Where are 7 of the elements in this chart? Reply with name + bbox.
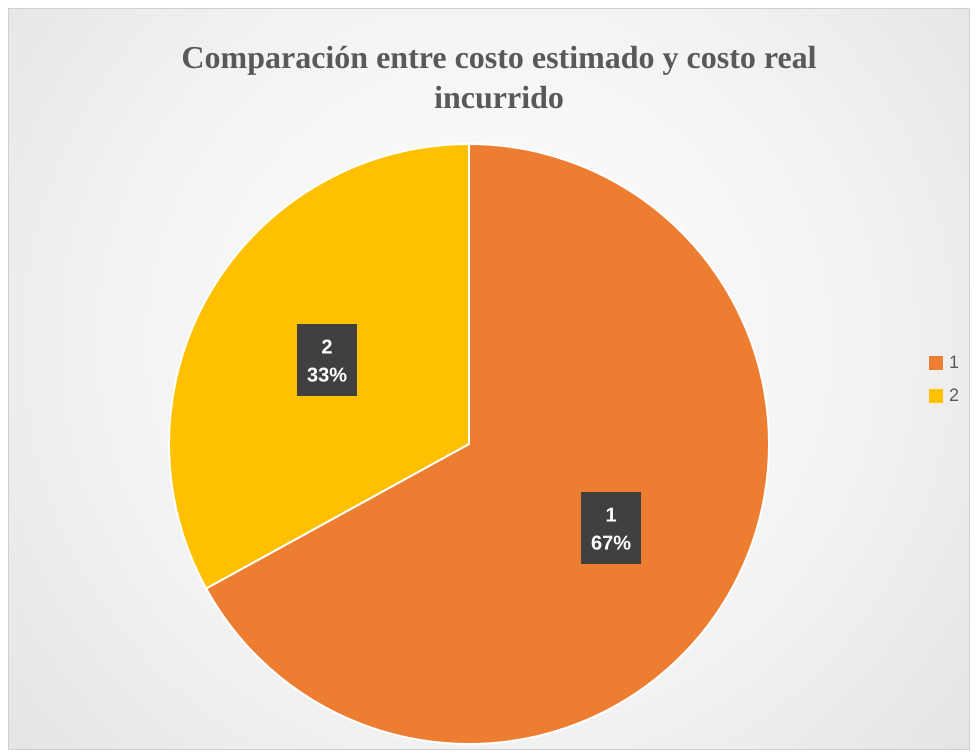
- chart-title: Comparación entre costo estimado y costo real incurrido: [180, 38, 818, 117]
- slice-label: 2: [321, 336, 333, 358]
- data-label: 33%: [306, 364, 348, 386]
- slice-label: 1: [948, 352, 959, 373]
- data-label: 67%: [591, 532, 632, 554]
- legend-label: 2: [948, 385, 959, 406]
- slice-label: 1: [605, 504, 617, 526]
